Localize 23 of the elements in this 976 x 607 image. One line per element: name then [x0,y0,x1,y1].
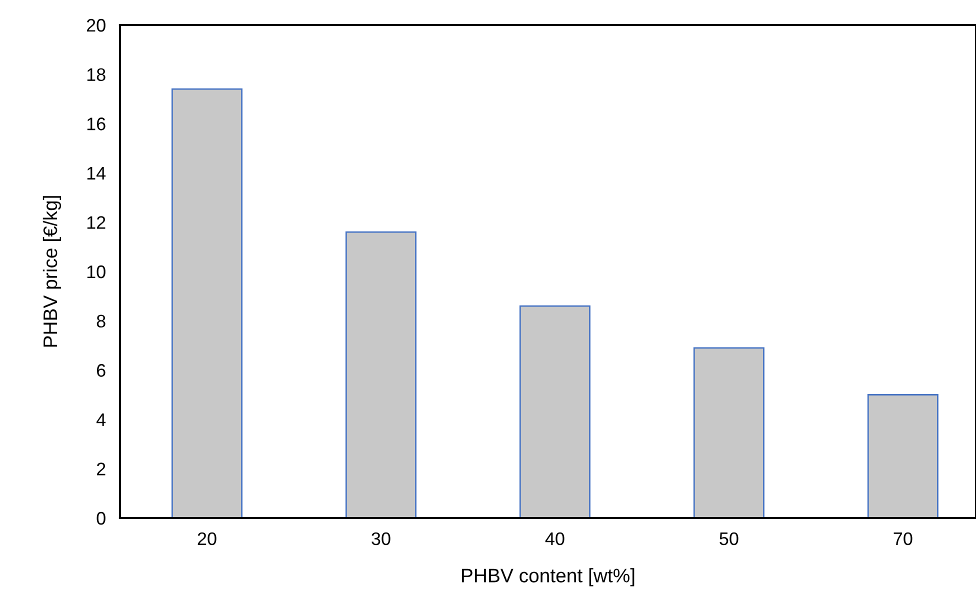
y-tick-label: 16 [87,118,106,130]
bar [519,305,590,518]
y-tick-label: 14 [87,167,106,180]
y-tick-label: 10 [87,265,106,278]
y-tick-label: 18 [87,68,106,82]
bar [693,347,764,518]
y-tick-label: 20 [86,18,106,32]
x-tick-label: 70 [894,532,912,546]
bar [867,394,938,518]
x-tick-label: 40 [545,532,564,546]
y-tick-label: 12 [87,216,106,229]
y-tick-label: 6 [96,364,106,377]
y-tick-label: 4 [96,414,106,426]
bar [345,231,416,518]
y-tick-label: 2 [96,462,106,476]
x-axis-title: PHBV content [wt%] [462,568,634,586]
x-tick-label: 20 [198,532,216,546]
y-tick-label: 0 [96,512,106,525]
x-tick-label: 50 [720,532,738,546]
y-axis-title: PHBV price [€/kg] [42,196,62,347]
bar [172,88,242,518]
y-tick-label: 8 [96,314,106,328]
x-tick-label: 30 [372,532,390,546]
